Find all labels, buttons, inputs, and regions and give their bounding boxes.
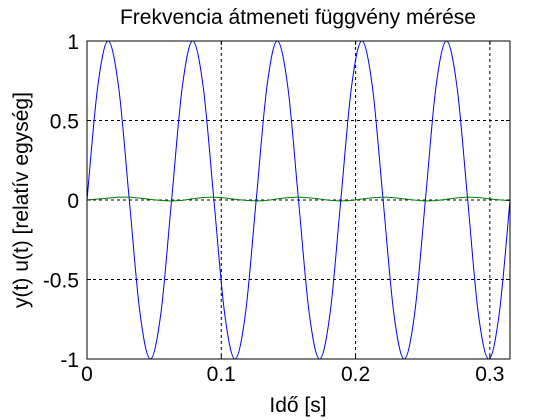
x-tick-label: 0.3: [475, 363, 504, 386]
series-line-1: [86, 40, 511, 360]
x-tick-label: 0: [81, 363, 93, 386]
y-tick-label: -0.5: [43, 270, 79, 293]
chart-title: Frekvencia átmeneti függvény mérése: [120, 6, 476, 29]
ticks: [86, 40, 510, 360]
y-tick-label: 0.5: [50, 111, 79, 134]
tick-labels: 0 0.1 0.2 0.3 -1 -0.5 0 0.5 1: [43, 31, 505, 386]
x-tick-label: 0.1: [207, 363, 236, 386]
series-group: [86, 40, 511, 360]
x-tick-label: 0.2: [341, 363, 370, 386]
y-tick-label: 0: [67, 190, 79, 213]
y-tick-label: -1: [60, 349, 79, 372]
y-tick-label: 1: [67, 31, 79, 54]
x-axis-label: Idő [s]: [269, 394, 326, 417]
series-line-2: [86, 196, 511, 202]
y-axis-label: y(t) u(t) [relatív egység]: [10, 92, 33, 308]
